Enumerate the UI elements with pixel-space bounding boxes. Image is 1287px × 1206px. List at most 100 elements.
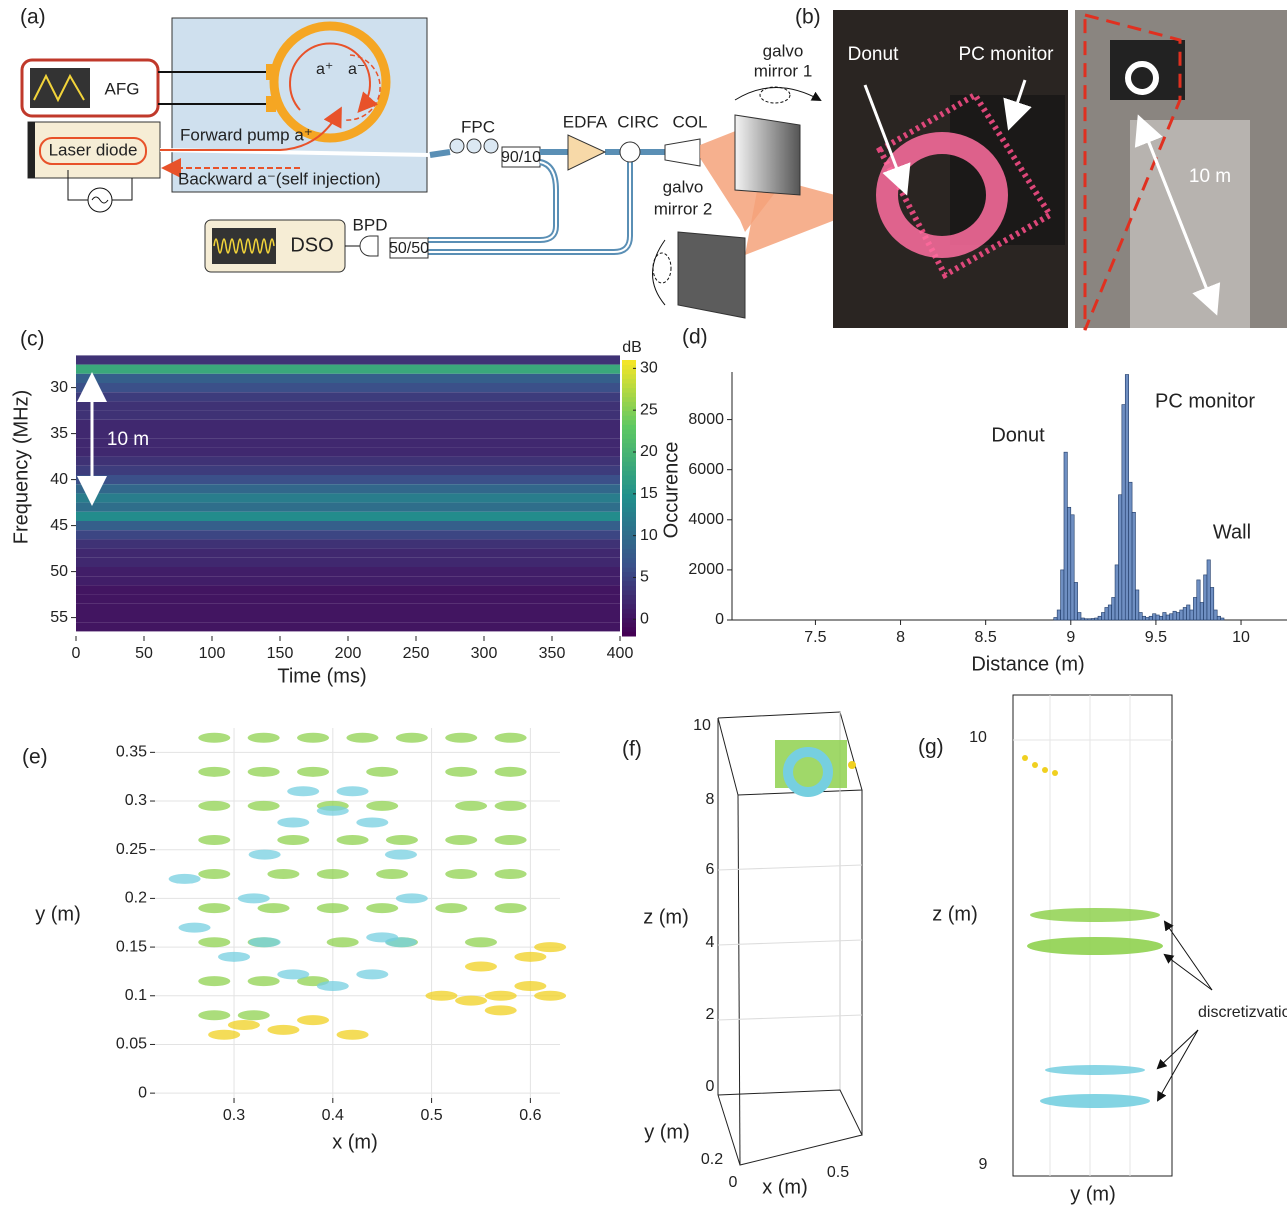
bar [1176,612,1179,620]
label: 10 m [1189,166,1231,187]
panel-label: (b) [795,6,821,29]
bar [1166,615,1169,620]
bar [1210,587,1213,620]
shape [568,135,605,170]
point [534,991,566,1001]
point [337,835,369,845]
tick-label: 0 [706,1078,715,1095]
bar [1142,616,1145,620]
colorbar-step [622,397,636,402]
colorbar-step [622,392,636,397]
colorbar-step [622,411,636,416]
point [277,969,309,979]
point [297,767,329,777]
colorbar-step [622,553,636,558]
colorbar-step [622,618,636,623]
y-tick-label: 6000 [688,461,724,478]
heat-row [76,530,620,539]
label: Laser diode [49,140,138,159]
heat-row [76,365,620,374]
point [208,1030,240,1040]
bar [1190,610,1193,620]
bar [1132,512,1135,620]
y-tick-label: 55 [50,609,68,626]
shape [735,115,800,195]
shape [665,139,700,166]
point [455,801,487,811]
y-tick-label: 0.15 [116,938,147,955]
axis-label: x (m) [762,1176,808,1198]
bar [1156,615,1159,620]
label: a⁺ [316,61,333,78]
y-tick-label: 0.05 [116,1036,147,1053]
y-tick-label: 0 [715,611,724,628]
y-tick-label: 45 [50,517,68,534]
label: EDFA [563,112,608,131]
y-tick-label: 50 [50,563,68,580]
bar [1057,610,1060,620]
bar [1197,580,1200,620]
colorbar-label: 5 [640,569,649,586]
x-tick-label: 8 [896,629,905,646]
point [356,817,388,827]
heat-row [76,622,620,631]
shape [1027,937,1163,955]
label: mirror 1 [754,61,813,80]
x-tick-label: 50 [135,645,153,662]
x-tick-label: 200 [335,645,362,662]
annotation: Wall [1213,521,1251,543]
heat-row [76,374,620,383]
x-axis-label: Distance (m) [971,653,1084,675]
shape [1032,762,1038,768]
point [337,1030,369,1040]
annotation: Donut [991,424,1045,446]
point [297,733,329,743]
x-tick-label: 300 [471,645,498,662]
point [495,903,527,913]
point [297,1015,329,1025]
colorbar-step [622,530,636,535]
heat-row [76,447,620,456]
heat-row [76,457,620,466]
bar [1187,605,1190,620]
point [198,976,230,986]
tick-label: 0.2 [701,1151,723,1168]
point [198,903,230,913]
bar [1118,495,1121,620]
point [218,952,250,962]
figure: (a) (b) (c) (d) (e) (f) (g) AFG a⁺ a⁻ La… [0,0,1287,1206]
tick-label: 9 [979,1156,988,1173]
point [495,869,527,879]
x-tick-label: 150 [267,645,294,662]
point [366,903,398,913]
bar [1221,618,1224,620]
label: Donut [848,44,899,65]
colorbar-step [622,516,636,521]
colorbar-step [622,369,636,374]
point [317,981,349,991]
point [179,923,211,933]
point [238,1010,270,1020]
shape [484,139,498,153]
tick-label: 4 [706,934,715,951]
colorbar-step [622,581,636,586]
point [248,767,280,777]
y-tick-label: 0.3 [125,792,147,809]
heat-row [76,493,620,502]
bar [1149,616,1152,620]
colorbar-label: 15 [640,485,658,502]
colorbar-step [622,521,636,526]
y-tick-label: 0.2 [125,890,147,907]
bar [1139,612,1142,620]
heat-row [76,604,620,613]
shape [28,122,35,178]
label: Forward pump a⁺ [180,125,313,144]
label: COL [673,112,708,131]
colorbar-step [622,572,636,577]
bar [1204,575,1207,620]
setup-diagram: AFG a⁺ a⁻ Laser diode Forward pump a⁺ Ba… [22,18,835,318]
label: mirror 2 [654,199,713,218]
colorbar-label: 30 [640,360,658,377]
bar [1214,610,1217,620]
point [346,733,378,743]
